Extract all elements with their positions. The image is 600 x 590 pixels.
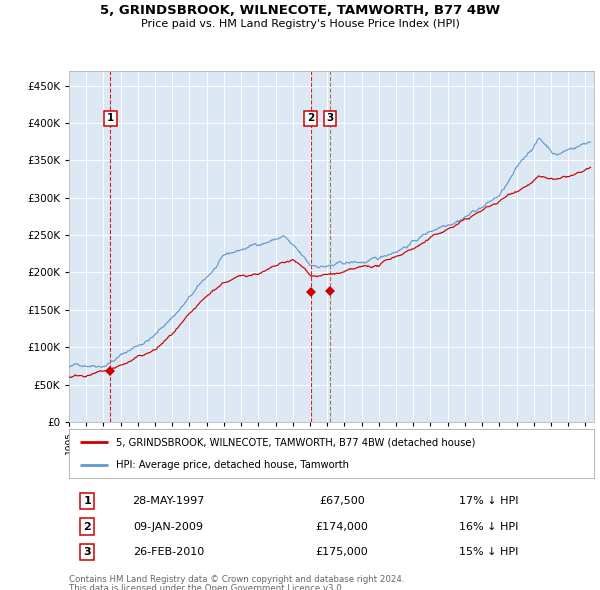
Text: HPI: Average price, detached house, Tamworth: HPI: Average price, detached house, Tamw… (116, 460, 349, 470)
Text: 5, GRINDSBROOK, WILNECOTE, TAMWORTH, B77 4BW (detached house): 5, GRINDSBROOK, WILNECOTE, TAMWORTH, B77… (116, 437, 476, 447)
Text: 3: 3 (83, 547, 91, 557)
Text: 2: 2 (307, 113, 314, 123)
Text: Contains HM Land Registry data © Crown copyright and database right 2024.: Contains HM Land Registry data © Crown c… (69, 575, 404, 584)
Text: 5, GRINDSBROOK, WILNECOTE, TAMWORTH, B77 4BW: 5, GRINDSBROOK, WILNECOTE, TAMWORTH, B77… (100, 4, 500, 17)
Text: £174,000: £174,000 (316, 522, 368, 532)
Text: £67,500: £67,500 (319, 496, 365, 506)
Text: 3: 3 (326, 113, 334, 123)
Text: This data is licensed under the Open Government Licence v3.0.: This data is licensed under the Open Gov… (69, 584, 344, 590)
Text: 15% ↓ HPI: 15% ↓ HPI (460, 547, 518, 557)
Text: 1: 1 (107, 113, 114, 123)
Text: Price paid vs. HM Land Registry's House Price Index (HPI): Price paid vs. HM Land Registry's House … (140, 19, 460, 29)
Text: 16% ↓ HPI: 16% ↓ HPI (460, 522, 518, 532)
Text: 17% ↓ HPI: 17% ↓ HPI (459, 496, 519, 506)
Text: 26-FEB-2010: 26-FEB-2010 (133, 547, 205, 557)
Text: 28-MAY-1997: 28-MAY-1997 (133, 496, 205, 506)
Text: £175,000: £175,000 (316, 547, 368, 557)
Text: 2: 2 (83, 522, 91, 532)
Text: 09-JAN-2009: 09-JAN-2009 (134, 522, 204, 532)
Text: 1: 1 (83, 496, 91, 506)
